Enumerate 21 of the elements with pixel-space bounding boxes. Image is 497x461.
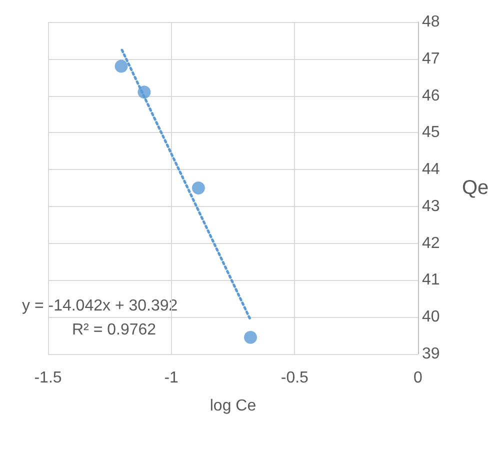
x-tick-label: -1.5 bbox=[34, 370, 62, 386]
point bbox=[114, 60, 128, 73]
x-tick-label: -0.5 bbox=[280, 370, 309, 386]
x-tick-label: 0 bbox=[414, 370, 423, 386]
y-tick-label: 42 bbox=[422, 234, 440, 252]
point bbox=[192, 182, 205, 194]
y-axis-title: Qe bbox=[462, 177, 489, 199]
annotation: R² = 0.9762 bbox=[72, 322, 156, 338]
y-tick-label: 39 bbox=[422, 346, 440, 362]
x-tick-label: -1 bbox=[164, 370, 179, 386]
y-tick-label: 43 bbox=[422, 198, 440, 215]
point bbox=[244, 330, 258, 344]
y-tick-label: 48 bbox=[422, 14, 440, 30]
x-axis-title: log Ce bbox=[210, 398, 256, 414]
y-tick-label: 44 bbox=[422, 161, 440, 178]
y-tick-label: 47 bbox=[422, 50, 440, 68]
y-tick-label: 46 bbox=[422, 87, 440, 104]
y-tick-label: 40 bbox=[422, 308, 440, 326]
annotation: y = -14.042x + 30.392 bbox=[22, 298, 178, 314]
y-tick-label: 45 bbox=[422, 124, 440, 142]
y-tick-label: 41 bbox=[422, 272, 440, 289]
